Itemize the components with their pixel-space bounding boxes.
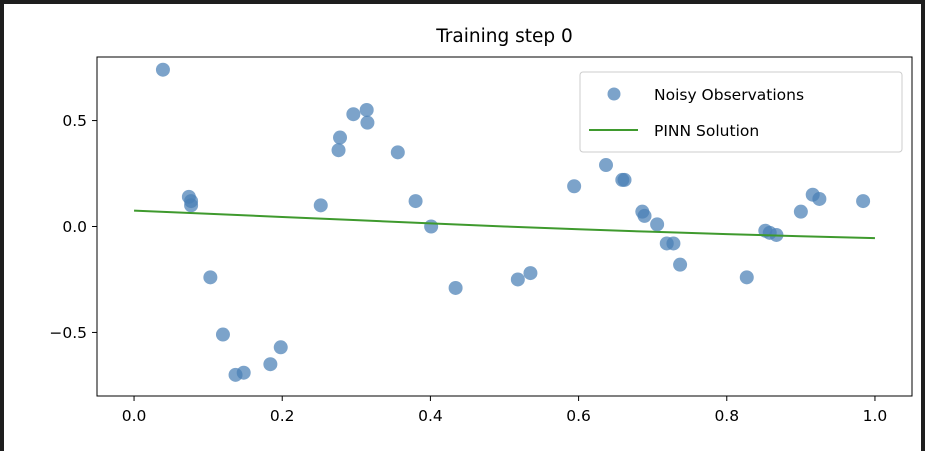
observation-point xyxy=(617,172,632,187)
y-axis: 0.5 0.0 −0.5 xyxy=(49,112,97,342)
x-tick-label: 0.6 xyxy=(566,407,591,425)
observation-point xyxy=(739,270,754,285)
observation-point xyxy=(184,198,199,213)
observation-point xyxy=(360,115,375,130)
observation-point xyxy=(666,236,681,251)
legend: Noisy Observations PINN Solution xyxy=(579,71,903,153)
observation-point xyxy=(313,198,328,213)
observation-point xyxy=(599,158,614,173)
observation-point xyxy=(510,272,525,287)
observation-point xyxy=(155,62,170,77)
observation-points xyxy=(155,62,871,382)
x-axis: 0.0 0.2 0.4 0.6 0.8 1.0 xyxy=(122,396,888,425)
observation-point xyxy=(346,107,361,122)
observation-point xyxy=(331,143,346,158)
observation-point xyxy=(650,217,665,232)
observation-point xyxy=(333,130,348,145)
observation-point xyxy=(263,357,278,372)
scatter-chart: Training step 0 0.0 0.2 0.4 0.6 0.8 1.0 0.50.… xyxy=(49,26,913,425)
pinn-line-layer xyxy=(134,209,875,240)
observation-point xyxy=(856,194,871,209)
observation-point xyxy=(424,219,439,234)
x-tick-label: 0.4 xyxy=(418,407,443,425)
x-tick-label: 0.8 xyxy=(714,407,739,425)
legend-box xyxy=(579,71,903,153)
observation-point xyxy=(448,280,463,295)
observation-point xyxy=(408,194,423,209)
legend-label-observations: Noisy Observations xyxy=(654,86,804,104)
observation-point xyxy=(673,257,688,272)
x-tick-label: 0.0 xyxy=(122,407,147,425)
legend-label-pinn: PINN Solution xyxy=(654,122,759,140)
observation-point xyxy=(567,179,582,194)
figure-canvas: Training step 0 0.0 0.2 0.4 0.6 0.8 1.0 0.5 0.… xyxy=(4,4,921,451)
observation-point xyxy=(523,266,538,281)
observation-point xyxy=(215,327,230,342)
observation-point xyxy=(390,145,405,160)
observation-point xyxy=(359,102,374,117)
observation-point xyxy=(812,191,827,206)
observation-point xyxy=(637,208,652,223)
y-tick-label: 0.0 xyxy=(62,218,87,236)
x-tick-label: 1.0 xyxy=(863,407,888,425)
observation-point xyxy=(793,204,808,219)
y-tick-label: −0.5 xyxy=(49,324,87,342)
observation-point xyxy=(273,340,288,355)
legend-marker-observations xyxy=(607,87,621,101)
observation-point xyxy=(203,270,218,285)
pinn-solution-line xyxy=(134,209,875,240)
x-tick-label: 0.2 xyxy=(270,407,295,425)
observation-point xyxy=(236,365,251,380)
chart-title: Training step 0 xyxy=(435,26,573,47)
y-tick-label: 0.5 xyxy=(62,112,87,130)
